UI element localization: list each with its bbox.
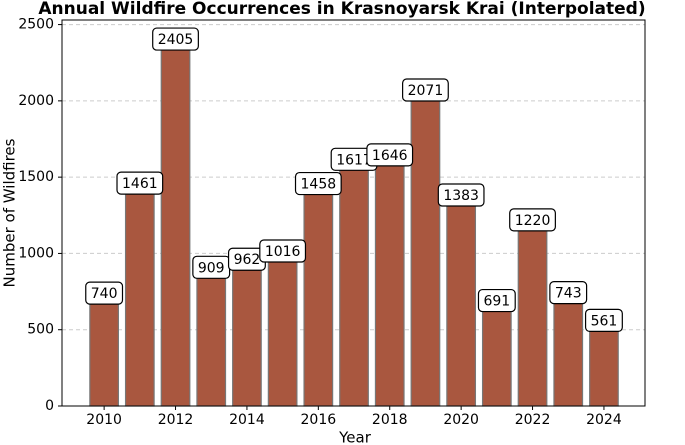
bar — [160, 38, 191, 407]
bar — [481, 299, 512, 407]
value-label-box — [152, 27, 199, 51]
bar — [446, 194, 477, 407]
value-label-box — [549, 281, 588, 305]
bar — [89, 292, 120, 407]
bar — [374, 154, 405, 407]
value-label-box — [477, 288, 516, 313]
bar — [124, 182, 155, 407]
y-tick-label: 1000 — [18, 245, 54, 261]
value-label: 2405 — [158, 32, 194, 48]
x-axis-label: Year — [338, 429, 372, 445]
value-label-box — [85, 281, 124, 305]
bar — [410, 89, 441, 407]
y-tick-label: 0 — [45, 398, 54, 414]
x-tick-label: 2020 — [443, 412, 479, 428]
value-label: 561 — [591, 313, 618, 329]
x-tick-label: 2012 — [158, 412, 194, 428]
y-axis-label: Number of Wildfires — [1, 138, 19, 287]
chart-title: Annual Wildfire Occurrences in Krasnoyar… — [38, 0, 645, 19]
x-tick-label: 2022 — [515, 412, 551, 428]
value-label-box — [437, 183, 485, 207]
value-label: 1461 — [122, 176, 158, 192]
value-label: 2071 — [408, 83, 444, 99]
value-label: 691 — [483, 294, 510, 310]
y-tick-label: 2500 — [18, 17, 54, 33]
value-label: 1016 — [265, 244, 301, 260]
x-tick-label: 2018 — [372, 412, 408, 428]
value-label-box — [366, 143, 414, 167]
bar — [517, 219, 548, 407]
value-label: 1458 — [301, 177, 337, 193]
value-label: 1617 — [336, 152, 372, 168]
bar — [303, 182, 334, 407]
bar — [339, 158, 369, 407]
value-label: 962 — [234, 252, 261, 268]
value-label-box — [116, 171, 164, 195]
value-label-box — [509, 208, 556, 232]
y-tick-label: 1500 — [18, 169, 54, 185]
y-tick-label: 500 — [27, 322, 54, 338]
bar — [232, 258, 262, 407]
value-label: 740 — [91, 286, 118, 302]
value-label: 1646 — [372, 148, 408, 164]
value-label: 743 — [555, 286, 582, 302]
bar — [589, 319, 619, 407]
plot-frame — [61, 19, 646, 407]
x-tick-label: 2010 — [86, 412, 122, 428]
value-label-box — [294, 171, 342, 196]
value-label-box — [402, 78, 449, 102]
x-tick-label: 2016 — [301, 412, 337, 428]
value-label: 1383 — [443, 188, 479, 204]
x-tick-label: 2014 — [229, 412, 265, 428]
bar — [267, 250, 298, 407]
bar — [196, 266, 227, 407]
value-label-box — [584, 308, 623, 333]
x-tick-label: 2024 — [586, 412, 622, 428]
value-label-box — [259, 239, 307, 263]
y-tick-label: 2000 — [18, 93, 54, 109]
value-label: 1220 — [515, 213, 551, 229]
bar — [553, 292, 584, 407]
value-label: 909 — [198, 260, 225, 276]
